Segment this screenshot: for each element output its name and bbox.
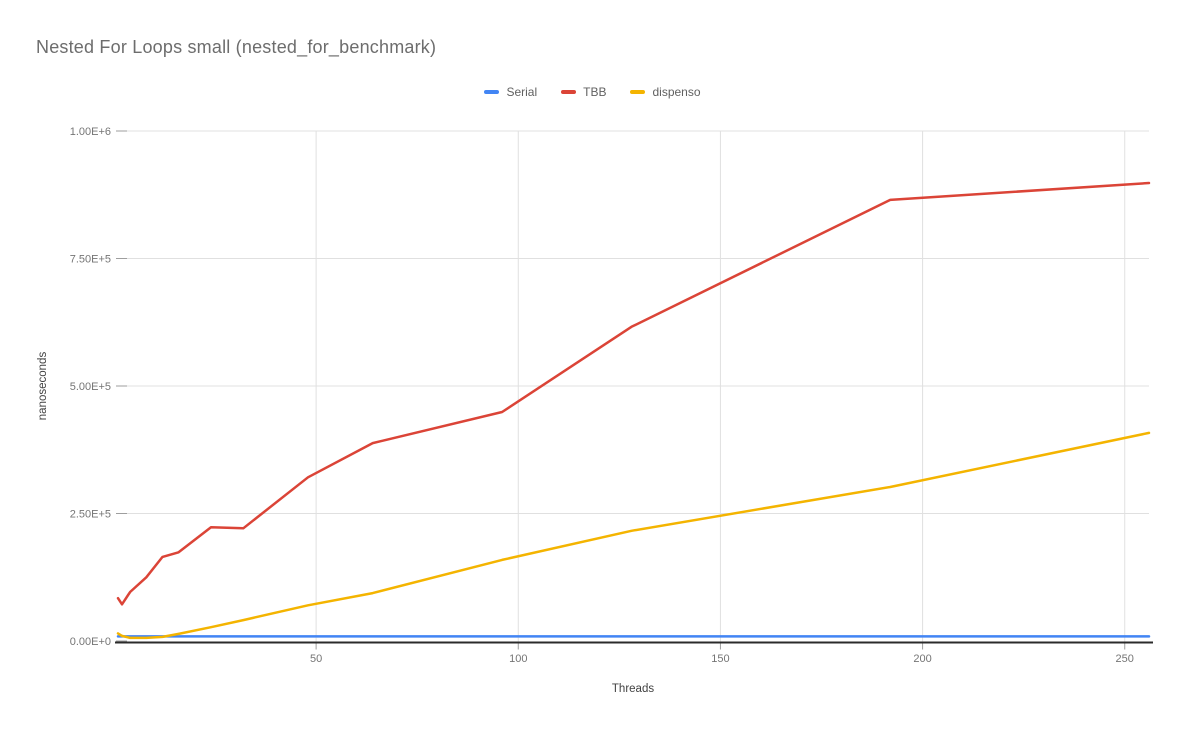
x-tick-label: 200 xyxy=(913,653,931,665)
legend-label: dispenso xyxy=(652,85,701,99)
series-lines xyxy=(116,181,1151,640)
y-tick-label: 2.50E+5 xyxy=(70,509,111,521)
x-tick-label: 150 xyxy=(711,653,729,665)
x-tick-label: 100 xyxy=(509,653,527,665)
legend: Serial TBB dispenso xyxy=(0,85,1185,99)
legend-marker-icon xyxy=(484,90,500,94)
y-axis-title: nanoseconds xyxy=(37,352,49,421)
legend-item-serial: Serial xyxy=(484,85,537,99)
x-axis-title: Threads xyxy=(612,683,654,695)
y-tick-label: 5.00E+5 xyxy=(70,381,111,393)
y-tick-label: 1.00E+6 xyxy=(70,126,111,138)
series-line-tbb xyxy=(116,181,1151,606)
tick-labels: 0.00E+0 2.50E+5 5.00E+5 7.50E+5 1.00E+6 50 100… xyxy=(70,126,1134,665)
legend-marker-icon xyxy=(561,90,577,94)
legend-label: TBB xyxy=(583,85,607,99)
series-line-dispenso xyxy=(116,431,1151,640)
gridlines xyxy=(115,130,1153,650)
chart-title: Nested For Loops small (nested_for_bench… xyxy=(36,37,437,57)
y-tick-label: 0.00E+0 xyxy=(70,636,111,648)
x-tick-label: 250 xyxy=(1116,653,1134,665)
legend-item-tbb: TBB xyxy=(561,85,606,99)
legend-label: Serial xyxy=(506,85,538,99)
x-tick-label: 50 xyxy=(310,653,322,665)
legend-item-dispenso: dispenso xyxy=(630,85,701,99)
legend-marker-icon xyxy=(630,90,646,94)
y-tick-label: 7.50E+5 xyxy=(70,254,111,266)
